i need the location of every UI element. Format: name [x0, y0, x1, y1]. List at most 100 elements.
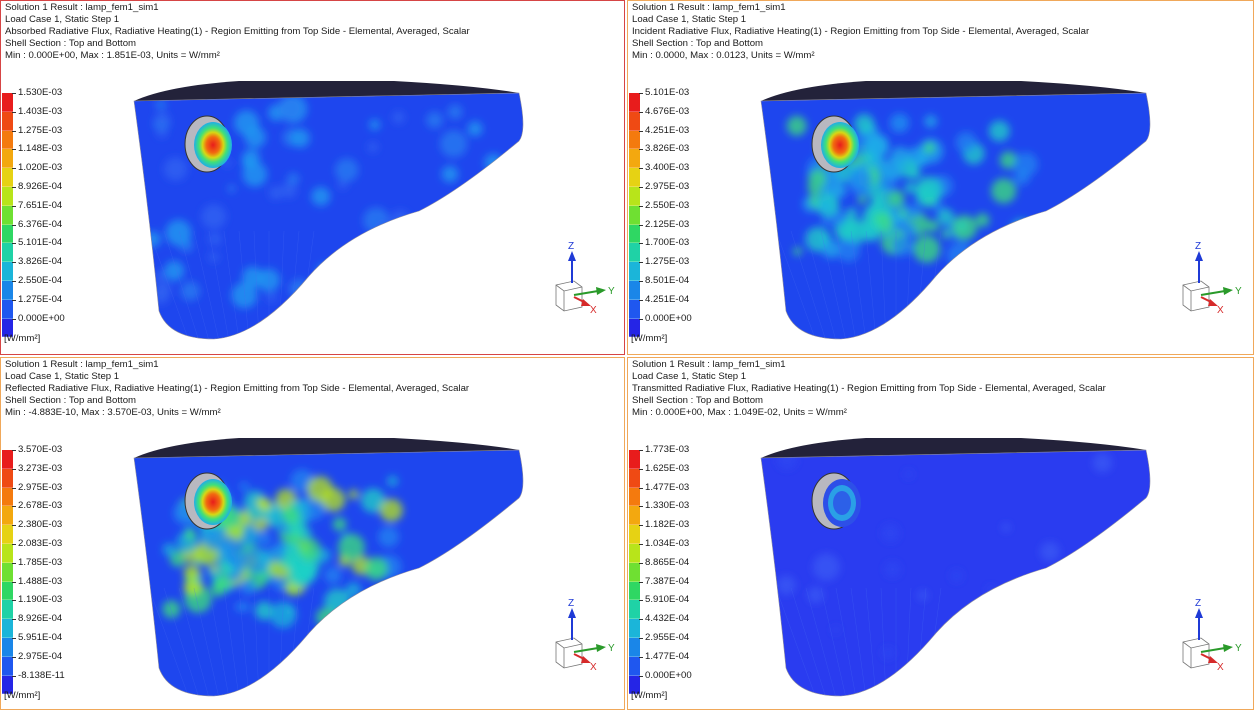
legend-label: 4.432E-04 — [645, 613, 690, 625]
legend-tick — [639, 224, 643, 226]
legend-swatch — [629, 619, 640, 638]
coordinate-triad[interactable]: Z YX — [546, 594, 616, 674]
legend-label: 2.975E-03 — [18, 481, 63, 493]
legend-tick — [12, 562, 16, 564]
legend-tick — [12, 224, 16, 226]
legend-tick — [639, 638, 643, 639]
load-case: Load Case 1, Static Step 1 — [632, 14, 747, 25]
legend-label: 1.700E-03 — [645, 237, 690, 249]
legend-label: 5.101E-04 — [18, 237, 63, 249]
triad-y-label: Y — [1235, 286, 1242, 297]
result-header: Solution 1 Result : lamp_fem1_sim1 Load … — [632, 2, 1089, 62]
legend-tick — [639, 243, 643, 245]
legend-swatch — [2, 299, 13, 319]
legend-label: 1.773E-03 — [645, 444, 690, 455]
legend-label: 1.530E-03 — [18, 87, 63, 98]
legend-tick — [12, 187, 16, 188]
triad-z-label: Z — [1195, 241, 1201, 252]
bulb-opening — [184, 472, 232, 530]
legend-color-bar — [2, 450, 13, 695]
shell-section: Shell Section : Top and Bottom — [5, 38, 137, 49]
triad-y-label: Y — [608, 286, 615, 297]
lamp-reflector-model[interactable] — [129, 81, 529, 346]
legend-swatch — [629, 149, 640, 169]
legend-swatch — [2, 280, 13, 300]
triad-y-label: Y — [1235, 643, 1242, 654]
legend-swatch — [629, 656, 640, 676]
bulb-opening — [811, 115, 859, 173]
legend-label: 4.676E-03 — [645, 105, 690, 117]
triad-z-label: Z — [568, 241, 574, 252]
min-max: Min : -4.883E-10, Max : 3.570E-03, Units… — [5, 407, 221, 418]
bulb-opening — [811, 472, 861, 530]
legend-swatch — [2, 562, 13, 582]
viewport-absorbed-flux[interactable]: Solution 1 Result : lamp_fem1_sim1 Load … — [0, 0, 625, 355]
load-case: Load Case 1, Static Step 1 — [5, 14, 120, 25]
legend-tick — [12, 318, 16, 320]
triad-x-label: X — [1217, 305, 1224, 316]
viewport-incident-flux[interactable]: Solution 1 Result : lamp_fem1_sim1 Load … — [627, 0, 1254, 355]
legend-swatch — [2, 487, 13, 507]
legend-label: 5.910E-04 — [645, 594, 690, 606]
lamp-reflector-model[interactable] — [756, 81, 1156, 346]
result-header: Solution 1 Result : lamp_fem1_sim1 Load … — [5, 2, 470, 62]
legend-swatch — [2, 130, 13, 150]
coordinate-triad[interactable]: Z YX — [546, 237, 616, 317]
legend-tick — [12, 544, 16, 545]
legend-label: 7.651E-04 — [18, 199, 63, 211]
legend-swatch — [2, 600, 13, 620]
legend-label: 3.570E-03 — [18, 444, 63, 455]
lamp-reflector-model[interactable] — [756, 438, 1156, 703]
lamp-reflector-model[interactable] — [129, 438, 529, 703]
legend-label: 8.926E-04 — [18, 613, 63, 625]
coordinate-triad[interactable]: Z YX — [1173, 594, 1243, 674]
legend-label: 1.403E-03 — [18, 105, 63, 117]
legend-swatch — [2, 675, 13, 695]
legend-swatch — [2, 619, 13, 638]
legend-tick — [639, 187, 643, 188]
legend-swatch — [2, 93, 13, 112]
legend-label: 8.501E-04 — [645, 275, 690, 286]
legend-label: 1.488E-03 — [18, 575, 63, 587]
legend-tick — [12, 149, 16, 151]
legend-tick — [639, 468, 643, 470]
legend-tick — [639, 262, 643, 264]
legend-tick — [12, 487, 16, 489]
legend-tick — [639, 544, 643, 545]
legend-swatch — [629, 450, 640, 469]
legend-label: -8.138E-11 — [18, 669, 65, 681]
legend-tick — [639, 600, 643, 602]
model-top-edge — [761, 438, 1146, 458]
legend-label: 6.376E-04 — [18, 218, 63, 230]
legend-units: [W/mm²] — [4, 690, 41, 701]
legend-swatch — [2, 656, 13, 676]
legend-swatch — [629, 525, 640, 544]
legend-tick — [639, 562, 643, 564]
model-top-edge — [761, 81, 1146, 101]
viewport-reflected-flux[interactable]: Solution 1 Result : lamp_fem1_sim1 Load … — [0, 357, 625, 710]
legend-swatch — [2, 186, 13, 206]
min-max: Min : 0.000E+00, Max : 1.851E-03, Units … — [5, 50, 220, 61]
viewport-transmitted-flux[interactable]: Solution 1 Result : lamp_fem1_sim1 Load … — [627, 357, 1254, 710]
legend-tick — [12, 656, 16, 658]
legend-swatch — [629, 506, 640, 526]
result-header: Solution 1 Result : lamp_fem1_sim1 Load … — [5, 359, 469, 419]
legend-label: 0.000E+00 — [645, 312, 692, 324]
legend-swatch — [629, 168, 640, 187]
legend-label: 8.865E-04 — [645, 556, 690, 568]
color-legend: 5.101E-03 4.676E-03 4.251E-03 3.826E-03 3.40… — [628, 87, 738, 353]
triad-x-label: X — [590, 305, 597, 316]
legend-label: 2.975E-04 — [18, 650, 63, 662]
legend-swatch — [629, 111, 640, 131]
legend-swatch — [629, 675, 640, 695]
legend-label: 1.785E-03 — [18, 556, 63, 568]
legend-tick — [639, 450, 643, 451]
legend-tick — [639, 281, 643, 282]
legend-swatch — [2, 450, 13, 469]
color-legend: 1.530E-03 1.403E-03 1.275E-03 1.148E-03 1.02… — [1, 87, 111, 353]
legend-swatch — [2, 506, 13, 526]
model-top-edge — [134, 81, 519, 101]
legend-tick — [12, 205, 16, 207]
coordinate-triad[interactable]: Z YX — [1173, 237, 1243, 317]
